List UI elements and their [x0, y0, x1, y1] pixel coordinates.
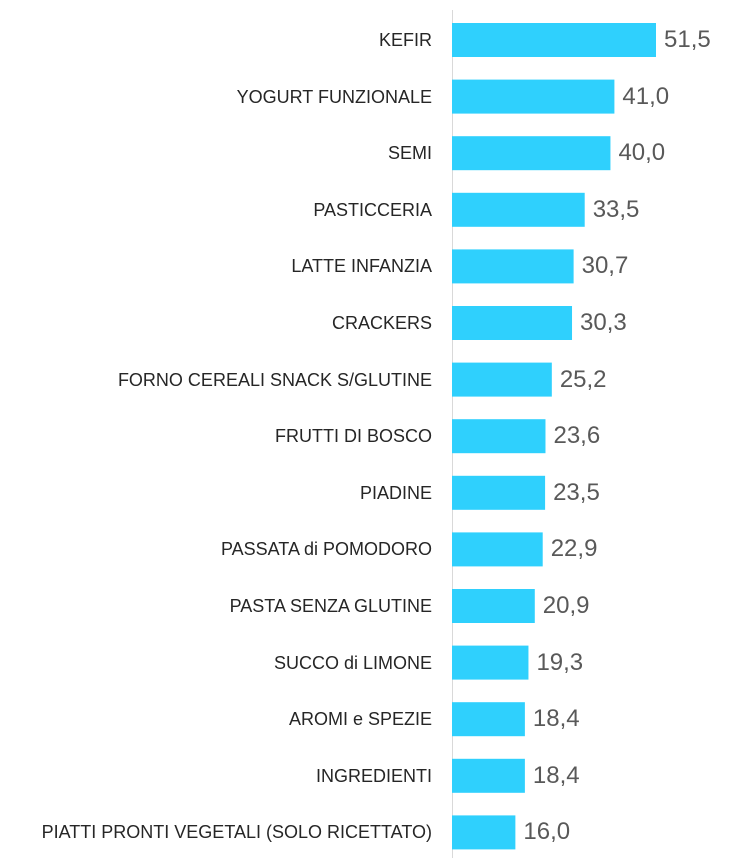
data-label: 33,5	[592, 195, 640, 223]
data-label: 19,3	[536, 648, 584, 676]
category-text: SEMI	[387, 143, 432, 164]
category-label: AROMI e SPEZIE	[0, 709, 432, 729]
data-label: 30,3	[580, 309, 627, 336]
category-label: CRACKERS	[0, 313, 432, 333]
category-label: INGREDIENTI	[0, 766, 432, 786]
bar	[452, 702, 525, 737]
category-label: PIATTI PRONTI VEGETALI (SOLO RICETTATO)	[0, 822, 432, 842]
category-label: LATTE INFANZIA	[0, 256, 432, 276]
category-label: SUCCO di LIMONE	[0, 653, 432, 673]
category-text: FORNO CEREALI SNACK S/GLUTINE	[117, 369, 432, 390]
bar	[452, 249, 574, 284]
category-text: YOGURT FUNZIONALE	[236, 86, 432, 107]
category-text: KEFIR	[378, 30, 432, 50]
bar	[452, 532, 543, 567]
category-text: CRACKERS	[331, 313, 432, 333]
bar	[452, 306, 573, 340]
data-label: 23,6	[553, 422, 601, 450]
category-text: PIATTI PRONTI VEGETALI (SOLO RICETTATO)	[41, 822, 432, 843]
bar	[452, 79, 615, 114]
data-label: 41,0	[622, 82, 670, 110]
category-label: PIADINE	[0, 483, 432, 503]
category-text: PASSATA di POMODORO	[220, 539, 432, 560]
category-text: INGREDIENTI	[315, 765, 432, 786]
category-label: FORNO CEREALI SNACK S/GLUTINE	[0, 370, 432, 390]
data-label: 25,2	[559, 365, 607, 393]
bar	[452, 475, 546, 510]
bar	[452, 419, 546, 454]
category-text: AROMI e SPEZIE	[288, 709, 432, 730]
category-label: SEMI	[0, 143, 432, 163]
category-text: PIADINE	[359, 482, 432, 503]
data-label: 18,4	[532, 705, 580, 733]
bar	[452, 136, 611, 171]
bar	[452, 758, 525, 793]
category-label: PASSATA di POMODORO	[0, 539, 432, 559]
data-label: 22,9	[550, 535, 598, 563]
bar	[452, 192, 585, 227]
category-text: FRUTTI DI BOSCO	[275, 426, 432, 447]
bar	[452, 589, 535, 623]
data-label: 40,0	[618, 139, 666, 167]
data-label: 16,0	[523, 818, 571, 846]
data-label: 23,5	[553, 478, 600, 506]
category-label: KEFIR	[0, 30, 432, 50]
data-label: 30,7	[581, 252, 629, 280]
category-label: FRUTTI DI BOSCO	[0, 426, 432, 446]
bar	[452, 815, 516, 850]
bar	[452, 645, 529, 680]
category-text: PASTA SENZA GLUTINE	[229, 596, 432, 616]
category-text: SUCCO di LIMONE	[273, 652, 432, 673]
category-label: PASTICCERIA	[0, 200, 432, 220]
data-label: 51,5	[664, 26, 711, 53]
category-label: PASTA SENZA GLUTINE	[0, 596, 432, 616]
bar	[452, 362, 552, 397]
category-text: LATTE INFANZIA	[291, 256, 432, 277]
category-text: PASTICCERIA	[313, 199, 432, 220]
bar	[452, 23, 656, 57]
data-label: 18,4	[532, 761, 580, 789]
category-label: YOGURT FUNZIONALE	[0, 87, 432, 107]
data-label: 20,9	[542, 592, 590, 619]
